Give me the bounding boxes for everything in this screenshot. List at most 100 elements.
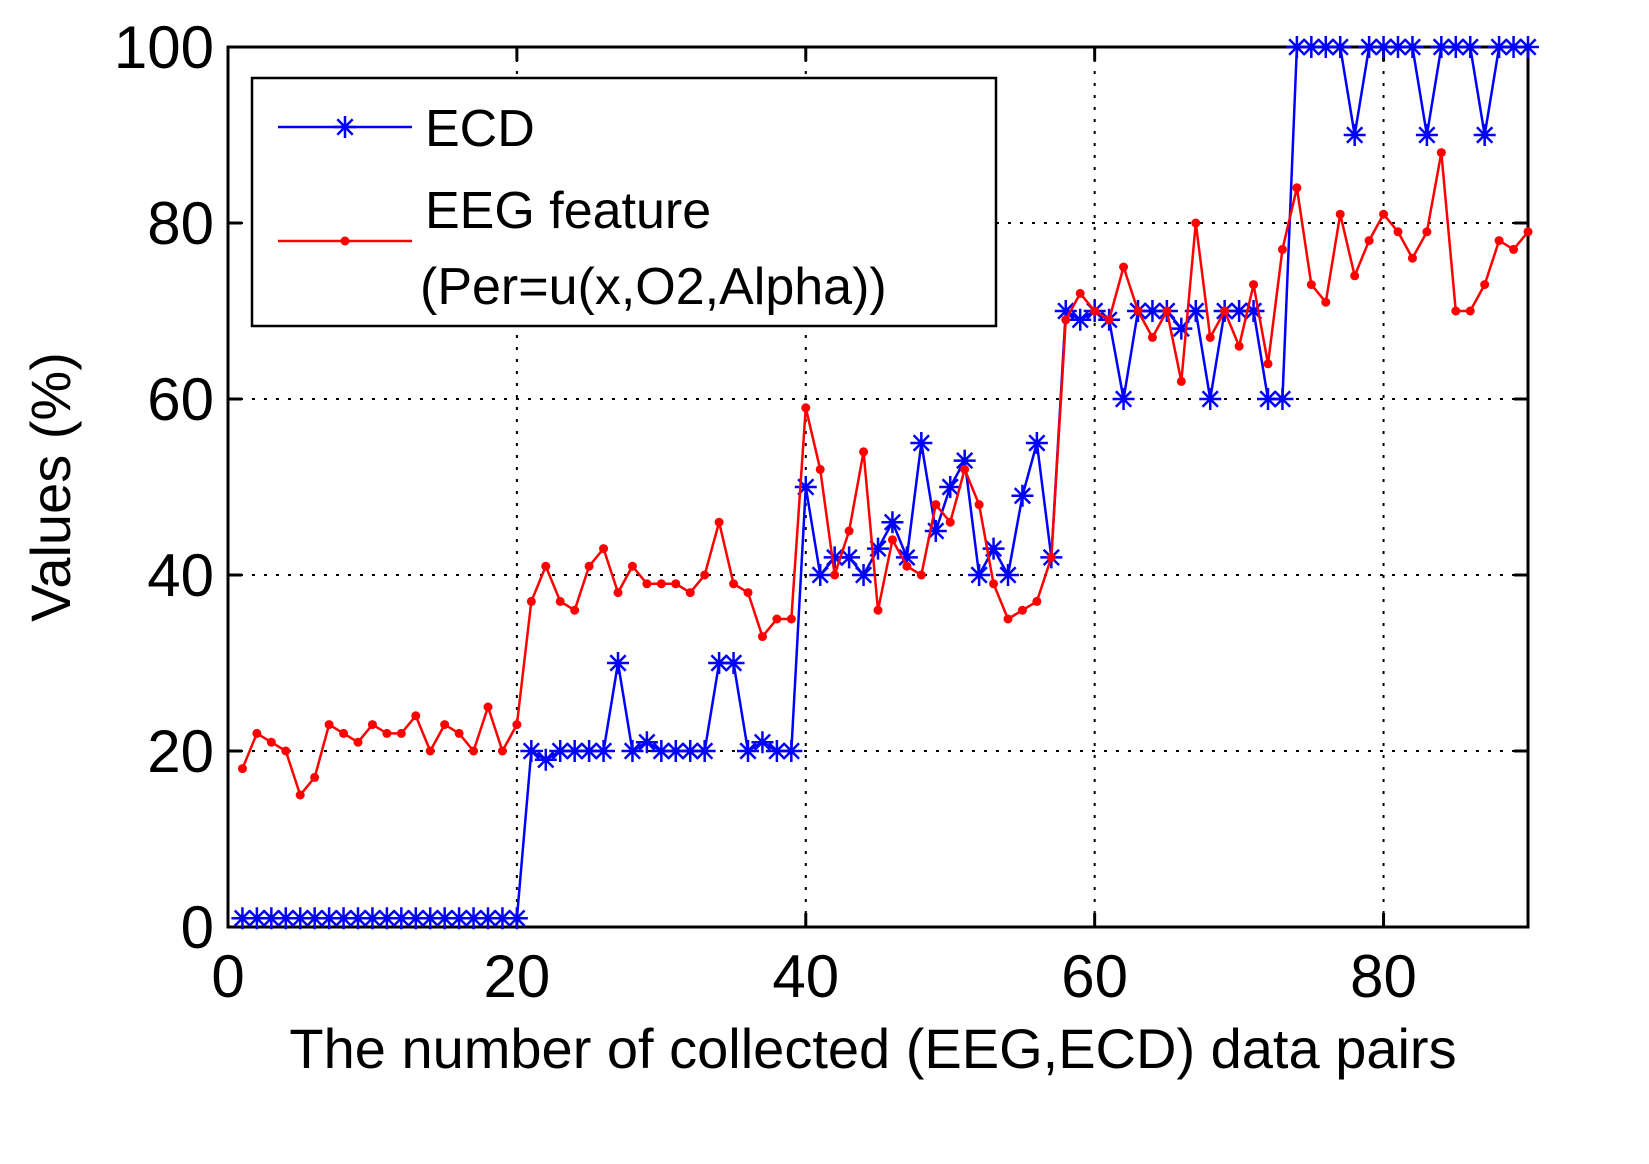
- data-point: [512, 720, 522, 730]
- data-point: [1220, 306, 1230, 316]
- data-point: [555, 596, 565, 606]
- legend-entry-ecd: ECD: [278, 100, 535, 158]
- data-point: [974, 500, 984, 510]
- data-point: [433, 907, 456, 930]
- data-point: [396, 728, 406, 738]
- tick-labels: 0 20 40 60 80 0 20 40 60 80 100: [114, 14, 1417, 1010]
- data-point: [1112, 388, 1135, 410]
- data-point: [700, 570, 710, 580]
- legend-ecd-marker: [334, 116, 356, 138]
- data-point: [1257, 388, 1279, 410]
- data-point: [1199, 388, 1222, 410]
- legend-entry-eeg: EEG feature (Per=u(x,O2,Alpha)): [278, 182, 887, 316]
- data-point: [939, 476, 962, 498]
- data-point: [621, 740, 644, 762]
- axis-ticks: [226, 45, 1528, 929]
- data-point: [1263, 359, 1273, 369]
- data-point: [1393, 227, 1403, 237]
- data-point: [1502, 36, 1525, 58]
- data-point: [1242, 300, 1265, 322]
- data-point: [743, 588, 753, 598]
- legend: ECD EEG feature (Per=u(x,O2,Alpha)): [250, 76, 998, 328]
- data-point: [1032, 596, 1042, 606]
- data-point: [1335, 209, 1345, 219]
- x-tick-label: 80: [1350, 943, 1417, 1010]
- data-point: [1488, 36, 1511, 58]
- data-point: [751, 731, 774, 754]
- data-point: [786, 614, 796, 624]
- data-point: [425, 746, 435, 756]
- data-point: [910, 432, 933, 454]
- data-point: [693, 740, 716, 762]
- data-point: [1451, 306, 1461, 316]
- data-point: [1285, 36, 1308, 58]
- data-point: [867, 537, 889, 560]
- data-point: [968, 564, 991, 586]
- data-point: [353, 737, 363, 747]
- data-point: [592, 740, 615, 762]
- data-point: [382, 728, 392, 738]
- data-point: [252, 728, 262, 738]
- y-tick-label: 60: [147, 366, 214, 433]
- data-point: [448, 907, 471, 930]
- data-point: [549, 740, 572, 762]
- data-point: [1017, 605, 1027, 615]
- series-eeg-feature: [237, 148, 1533, 800]
- data-point: [419, 907, 442, 930]
- data-point: [873, 605, 883, 615]
- data-point: [1314, 36, 1337, 58]
- data-point: [1321, 297, 1331, 307]
- data-point: [613, 588, 623, 598]
- data-point: [1277, 244, 1287, 254]
- data-point: [953, 449, 976, 472]
- data-point: [607, 652, 629, 674]
- data-point: [1061, 315, 1071, 325]
- data-point: [916, 570, 926, 580]
- y-tick-label: 100: [114, 14, 214, 81]
- data-point: [599, 544, 609, 554]
- data-point: [1517, 36, 1539, 58]
- data-point: [1228, 300, 1251, 322]
- data-point: [838, 546, 861, 569]
- data-point: [1075, 288, 1085, 298]
- plot-area-frame: [226, 45, 1530, 929]
- data-point: [1069, 308, 1092, 331]
- data-point: [1003, 614, 1013, 624]
- data-point: [541, 561, 551, 571]
- data-point: [722, 652, 745, 674]
- data-point: [1191, 218, 1201, 228]
- data-point: [1133, 306, 1143, 316]
- data-point: [1494, 236, 1504, 246]
- data-point: [367, 720, 377, 730]
- data-point: [960, 464, 970, 474]
- data-point: [1415, 124, 1438, 146]
- data-point: [989, 579, 999, 589]
- data-point: [375, 907, 398, 930]
- data-point: [1170, 317, 1193, 340]
- data-point: [887, 535, 897, 545]
- data-point: [671, 579, 681, 589]
- data-point: [1422, 227, 1432, 237]
- data-point: [1141, 300, 1164, 322]
- data-point: [1176, 376, 1186, 386]
- data-point: [757, 632, 767, 642]
- data-point: [411, 711, 421, 721]
- data-point: [1401, 36, 1424, 58]
- data-point: [1300, 36, 1323, 58]
- x-tick-label: 40: [772, 943, 839, 1010]
- data-point: [823, 546, 846, 569]
- data-point: [772, 614, 782, 624]
- data-point: [1358, 36, 1381, 58]
- data-point: [1104, 315, 1114, 325]
- data-point: [924, 520, 947, 542]
- data-point: [1387, 36, 1409, 58]
- data-point: [310, 772, 320, 782]
- data-point: [1162, 306, 1172, 316]
- data-point: [390, 907, 413, 930]
- data-point: [295, 790, 305, 800]
- data-point: [809, 564, 832, 586]
- y-axis-title: Values (%): [19, 352, 82, 622]
- data-point: [895, 546, 918, 569]
- data-point: [563, 740, 586, 762]
- y-tick-label: 80: [147, 190, 214, 257]
